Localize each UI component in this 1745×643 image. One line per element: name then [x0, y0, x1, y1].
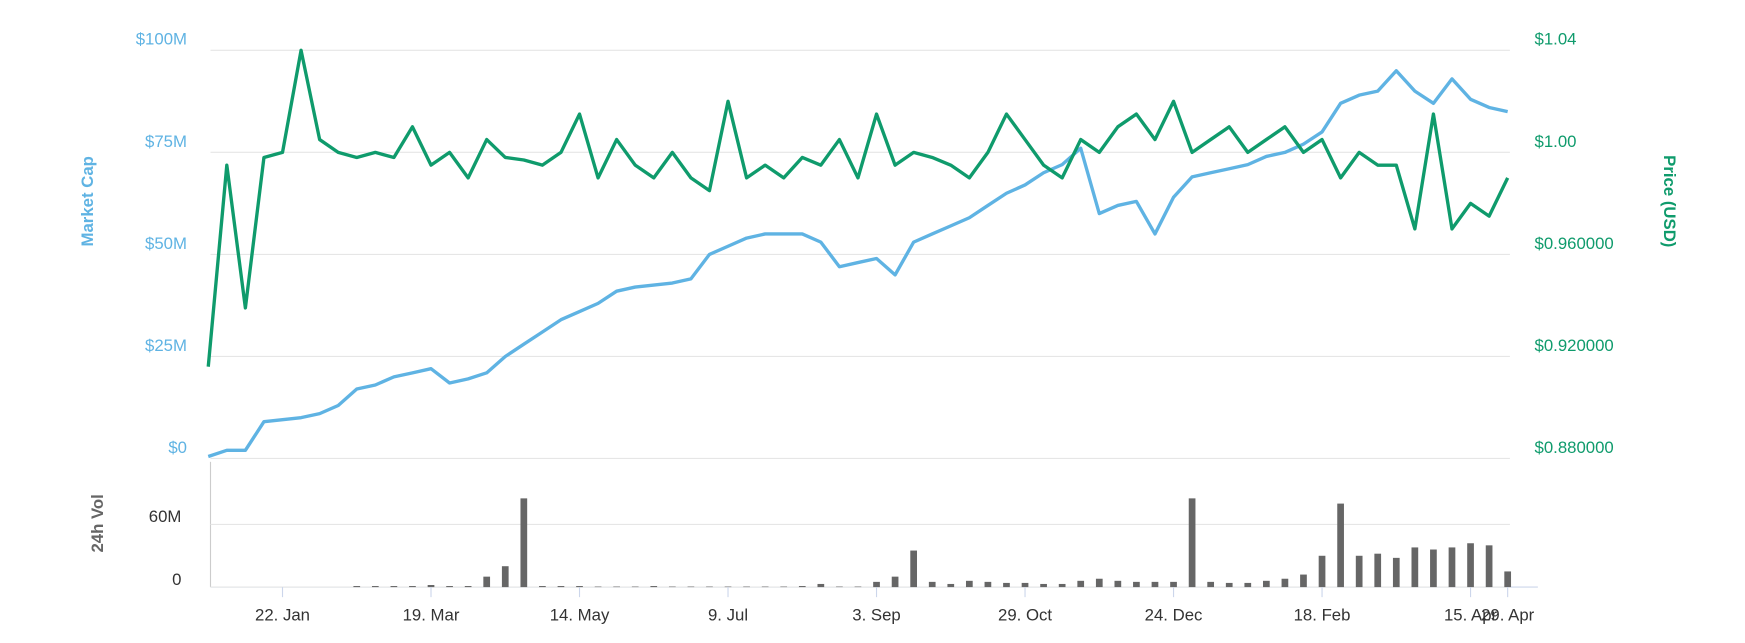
volume-bar	[1262, 580, 1270, 588]
volume-bar	[1318, 555, 1326, 588]
y2-tick-label: $1.00	[1535, 132, 1577, 151]
volume-bar	[1040, 583, 1047, 588]
volume-bar	[576, 586, 583, 588]
x-tick-label: 29. Oct	[998, 606, 1052, 625]
volume-bar	[798, 586, 806, 588]
volume-bar	[631, 586, 639, 588]
volume-bar	[1448, 547, 1456, 588]
volume-bar	[557, 586, 565, 588]
y2-tick-label: $1.04	[1535, 30, 1577, 49]
x-tick-label: 3. Sep	[852, 606, 900, 625]
volume-bar	[1003, 582, 1010, 588]
volume-bar	[1188, 498, 1196, 588]
volume-bar	[1207, 581, 1215, 588]
y-tick-label: 0	[172, 570, 181, 589]
volume-bar	[761, 586, 769, 588]
volume-bar	[1077, 580, 1085, 588]
volume-bar	[965, 580, 973, 588]
volume-bar	[706, 586, 713, 588]
volume-bar	[1392, 557, 1400, 588]
volume-bar	[353, 586, 361, 588]
volume-bar	[1411, 547, 1419, 588]
y-tick-label: $0	[168, 438, 187, 457]
volume-bar	[1467, 543, 1474, 588]
volume-bar	[1281, 578, 1289, 588]
volume-bar	[1133, 581, 1140, 588]
y-tick-label: $25M	[145, 336, 187, 355]
volume-bar	[724, 586, 732, 588]
volume-bar	[539, 586, 546, 588]
volume-bar	[1300, 574, 1307, 588]
y2-tick-label: $0.920000	[1535, 336, 1614, 355]
y-tick-label: $75M	[145, 132, 187, 151]
volume-bar	[1095, 578, 1103, 588]
x-tick-label: 19. Mar	[403, 606, 460, 625]
volume-bar	[464, 586, 472, 588]
volume-bar	[743, 586, 750, 588]
volume-bar	[1485, 545, 1493, 588]
volume-axis-title: 24h Vol	[88, 494, 107, 552]
volume-bar	[910, 550, 918, 588]
volume-bar	[1151, 581, 1159, 588]
series-line	[206, 48, 1510, 367]
volume-bar	[409, 586, 416, 588]
volume-bar	[1430, 549, 1437, 588]
volume-bar	[1058, 583, 1066, 588]
y-tick-label: 60M	[149, 507, 182, 526]
volume-bar	[371, 586, 379, 588]
volume-bar	[483, 576, 491, 588]
volume-bar	[1244, 582, 1252, 588]
x-tick-label: 24. Dec	[1145, 606, 1203, 625]
volume-bar	[817, 583, 825, 588]
series-line	[207, 69, 1509, 459]
y-tick-label: $100M	[136, 30, 187, 49]
x-tick-label: 22. Jan	[255, 606, 310, 625]
volume-bar	[1355, 555, 1363, 588]
x-tick-label: 18. Feb	[1294, 606, 1351, 625]
volume-bar	[687, 586, 695, 588]
volume-bar	[947, 583, 955, 588]
volume-bar	[1114, 580, 1122, 588]
x-tick-label: 15. Apr	[1444, 606, 1498, 625]
y2-axis-title: Price (USD)	[1660, 155, 1679, 247]
volume-bar	[780, 586, 788, 588]
x-tick-label: 9. Jul	[708, 606, 748, 625]
volume-bar	[390, 586, 398, 588]
volume-bar	[1504, 571, 1512, 588]
y2-tick-label: $0.880000	[1535, 438, 1614, 457]
volume-bar	[594, 586, 602, 588]
volume-bar	[427, 584, 435, 588]
volume-bar	[446, 586, 453, 588]
volume-bar	[613, 586, 620, 588]
volume-bar	[984, 581, 992, 588]
volume-bar	[650, 586, 658, 588]
volume-bar	[668, 586, 676, 588]
volume-bar	[501, 566, 509, 588]
x-tick-label: 14. May	[550, 606, 610, 625]
volume-bar	[873, 581, 880, 588]
y-tick-label: $50M	[145, 234, 187, 253]
volume-bar	[1374, 553, 1382, 588]
volume-bar	[1170, 581, 1177, 588]
y-axis-title: Market Cap	[78, 156, 97, 246]
volume-bar	[520, 498, 528, 588]
volume-bar	[928, 581, 936, 588]
volume-bar	[1225, 582, 1233, 588]
volume-bar	[836, 586, 843, 588]
volume-bar	[1337, 503, 1344, 588]
x-tick-label: 29. Apr	[1481, 606, 1535, 625]
volume-bar	[854, 586, 862, 588]
volume-bar	[1021, 582, 1029, 588]
volume-bar	[891, 576, 899, 588]
y2-tick-label: $0.960000	[1535, 234, 1614, 253]
